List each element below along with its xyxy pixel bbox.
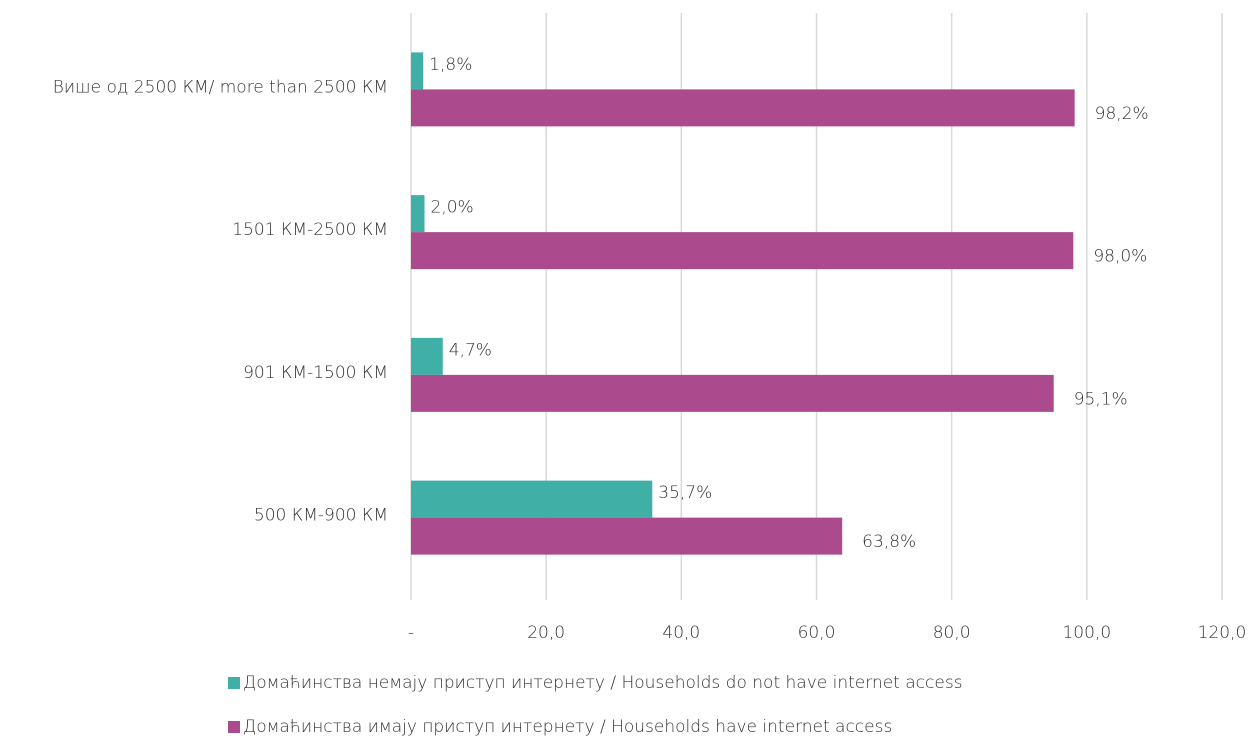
bar — [411, 195, 425, 233]
bar — [411, 232, 1074, 270]
bar — [411, 337, 443, 375]
x-tick-label: 60,0 — [798, 623, 836, 643]
bar — [411, 89, 1075, 127]
bar — [411, 52, 424, 90]
data-label: 98,2% — [1095, 104, 1149, 124]
legend-swatch — [228, 677, 240, 689]
bar — [411, 374, 1054, 412]
data-label: 35,7% — [658, 483, 712, 503]
legend-label: Домаћинства немају приступ интернету / H… — [243, 673, 963, 693]
data-label: 63,8% — [862, 532, 916, 552]
y-tick-label: 500 КМ-900 КМ — [254, 506, 388, 526]
bar — [411, 480, 653, 518]
data-label: 4,7% — [449, 340, 492, 360]
x-tick-label: 120,0 — [1198, 623, 1247, 643]
legend-label: Домаћинства имају приступ интернету / Ho… — [243, 717, 892, 737]
legend-swatch — [228, 721, 240, 733]
x-tick-label: 80,0 — [933, 623, 971, 643]
x-tick-label: 20,0 — [527, 623, 565, 643]
x-tick-label: 100,0 — [1062, 623, 1111, 643]
x-tick-label: 40,0 — [662, 623, 700, 643]
y-tick-label: 1501 КМ-2500 КМ — [232, 220, 388, 240]
data-label: 1,8% — [429, 55, 472, 75]
x-tick-label: - — [408, 623, 414, 643]
data-label: 95,1% — [1074, 389, 1128, 409]
bar — [411, 517, 843, 555]
y-tick-label: Више од 2500 КМ/ more than 2500 КМ — [53, 77, 388, 97]
data-label: 98,0% — [1093, 247, 1147, 267]
y-tick-label: 901 КМ-1500 КМ — [243, 363, 388, 383]
data-label: 2,0% — [431, 198, 474, 218]
